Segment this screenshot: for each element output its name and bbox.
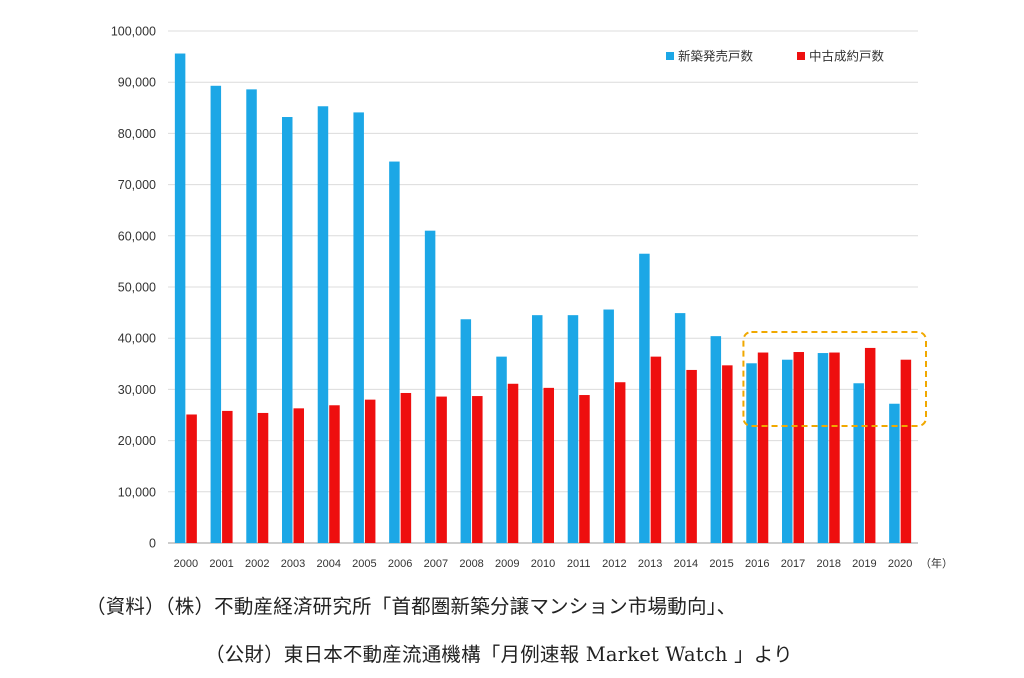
legend-label: 新築発売戸数 [678,49,754,64]
bar-new-2007 [424,230,436,543]
bar-new-2017 [782,359,793,543]
bar-new-2001 [210,85,222,543]
x-tick-label: 2017 [781,558,805,570]
bar-new-2020 [889,403,900,543]
bar-used-2011 [579,395,590,543]
bar-new-2010 [532,315,543,543]
gridlines [168,30,918,544]
x-tick-label: 2003 [281,558,305,570]
bar-new-2014 [674,313,686,543]
bar-chart: 0 10,000 20,000 30,000 40,000 50,000 60,000 70,… [111,25,953,571]
bar-new-2003 [282,117,293,544]
y-tick-label: 100,000 [111,25,156,39]
y-tick-label: 40,000 [118,332,156,346]
y-axis: 0 10,000 20,000 30,000 40,000 50,000 60,000 70,… [111,25,156,551]
y-tick-label: 50,000 [118,281,156,295]
bar-used-2002 [257,412,269,543]
bar-new-2008 [460,319,472,543]
x-axis-unit: （年） [920,556,953,570]
bar-new-2016 [746,363,757,543]
legend-label: 中古成約戸数 [809,49,885,64]
bar-used-2007 [436,396,447,543]
bar-used-2009 [507,383,519,543]
y-tick-label: 90,000 [118,76,156,90]
bar-new-2019 [853,383,864,543]
x-tick-label: 2006 [388,558,412,570]
bar-new-2002 [246,89,257,544]
bar-new-2004 [317,106,329,543]
legend-swatch [797,52,805,60]
x-tick-label: 2016 [745,558,769,570]
bar-new-2015 [710,336,722,543]
bar-used-2001 [222,410,233,543]
legend-swatch [666,52,674,60]
bar-used-2000 [186,414,197,543]
bar-used-2018 [829,352,840,543]
bar-used-2015 [722,365,733,543]
x-tick-label: 2013 [638,558,662,570]
source-note-line-1: （資料）（株）不動産経済研究所「首都圏新築分譲マンション市場動向」、 [86,595,737,618]
x-axis: 2000 2001 2002 2003 2004 2005 2006 2007 2008 2009… [174,556,953,570]
bar-new-2000 [174,53,186,543]
x-tick-label: 2012 [602,558,626,570]
highlight-box [742,331,928,427]
bar-new-2011 [567,315,579,543]
bar-new-2013 [639,253,650,543]
y-tick-label: 60,000 [118,229,156,243]
x-tick-label: 2020 [888,558,912,570]
x-tick-label: 2014 [674,558,698,570]
bar-used-2019 [864,347,876,543]
bar-used-2010 [543,387,554,543]
bar-used-2014 [686,369,697,543]
x-tick-label: 2019 [852,558,876,570]
legend: 新築発売戸数 中古成約戸数 [666,49,885,64]
x-tick-label: 2000 [174,558,198,570]
y-tick-label: 20,000 [118,434,156,448]
bar-used-2013 [650,356,662,543]
x-tick-label: 2008 [459,558,483,570]
bar-used-2006 [400,392,412,543]
x-tick-label: 2018 [816,558,840,570]
y-tick-label: 70,000 [118,178,156,192]
bar-new-2005 [353,112,364,544]
x-tick-label: 2002 [245,558,269,570]
bar-used-2020 [900,359,912,543]
x-tick-label: 2010 [531,558,555,570]
x-tick-label: 2001 [209,558,233,570]
x-tick-label: 2015 [709,558,733,570]
y-tick-label: 80,000 [118,127,156,141]
x-tick-label: 2004 [316,558,340,570]
bar-used-2012 [614,382,626,543]
bar-new-2018 [817,353,829,543]
bar-used-2003 [293,408,304,543]
bar-used-2008 [472,396,483,543]
x-tick-label: 2005 [352,558,376,570]
bars [174,53,912,544]
x-tick-label: 2007 [424,558,448,570]
bar-used-2005 [364,399,376,543]
y-tick-label: 0 [149,537,156,551]
y-tick-label: 10,000 [118,485,156,499]
y-tick-label: 30,000 [118,383,156,397]
x-tick-label: 2011 [567,558,591,570]
bar-used-2004 [329,405,340,543]
bar-new-2006 [389,161,400,543]
bar-used-2017 [793,352,804,543]
source-note-line-2: （公財）東日本不動産流通機構「月例速報 Market Watch 」より [205,643,793,666]
bar-new-2012 [603,309,614,543]
bar-used-2016 [757,352,769,543]
bar-new-2009 [496,356,507,543]
x-tick-label: 2009 [495,558,519,570]
